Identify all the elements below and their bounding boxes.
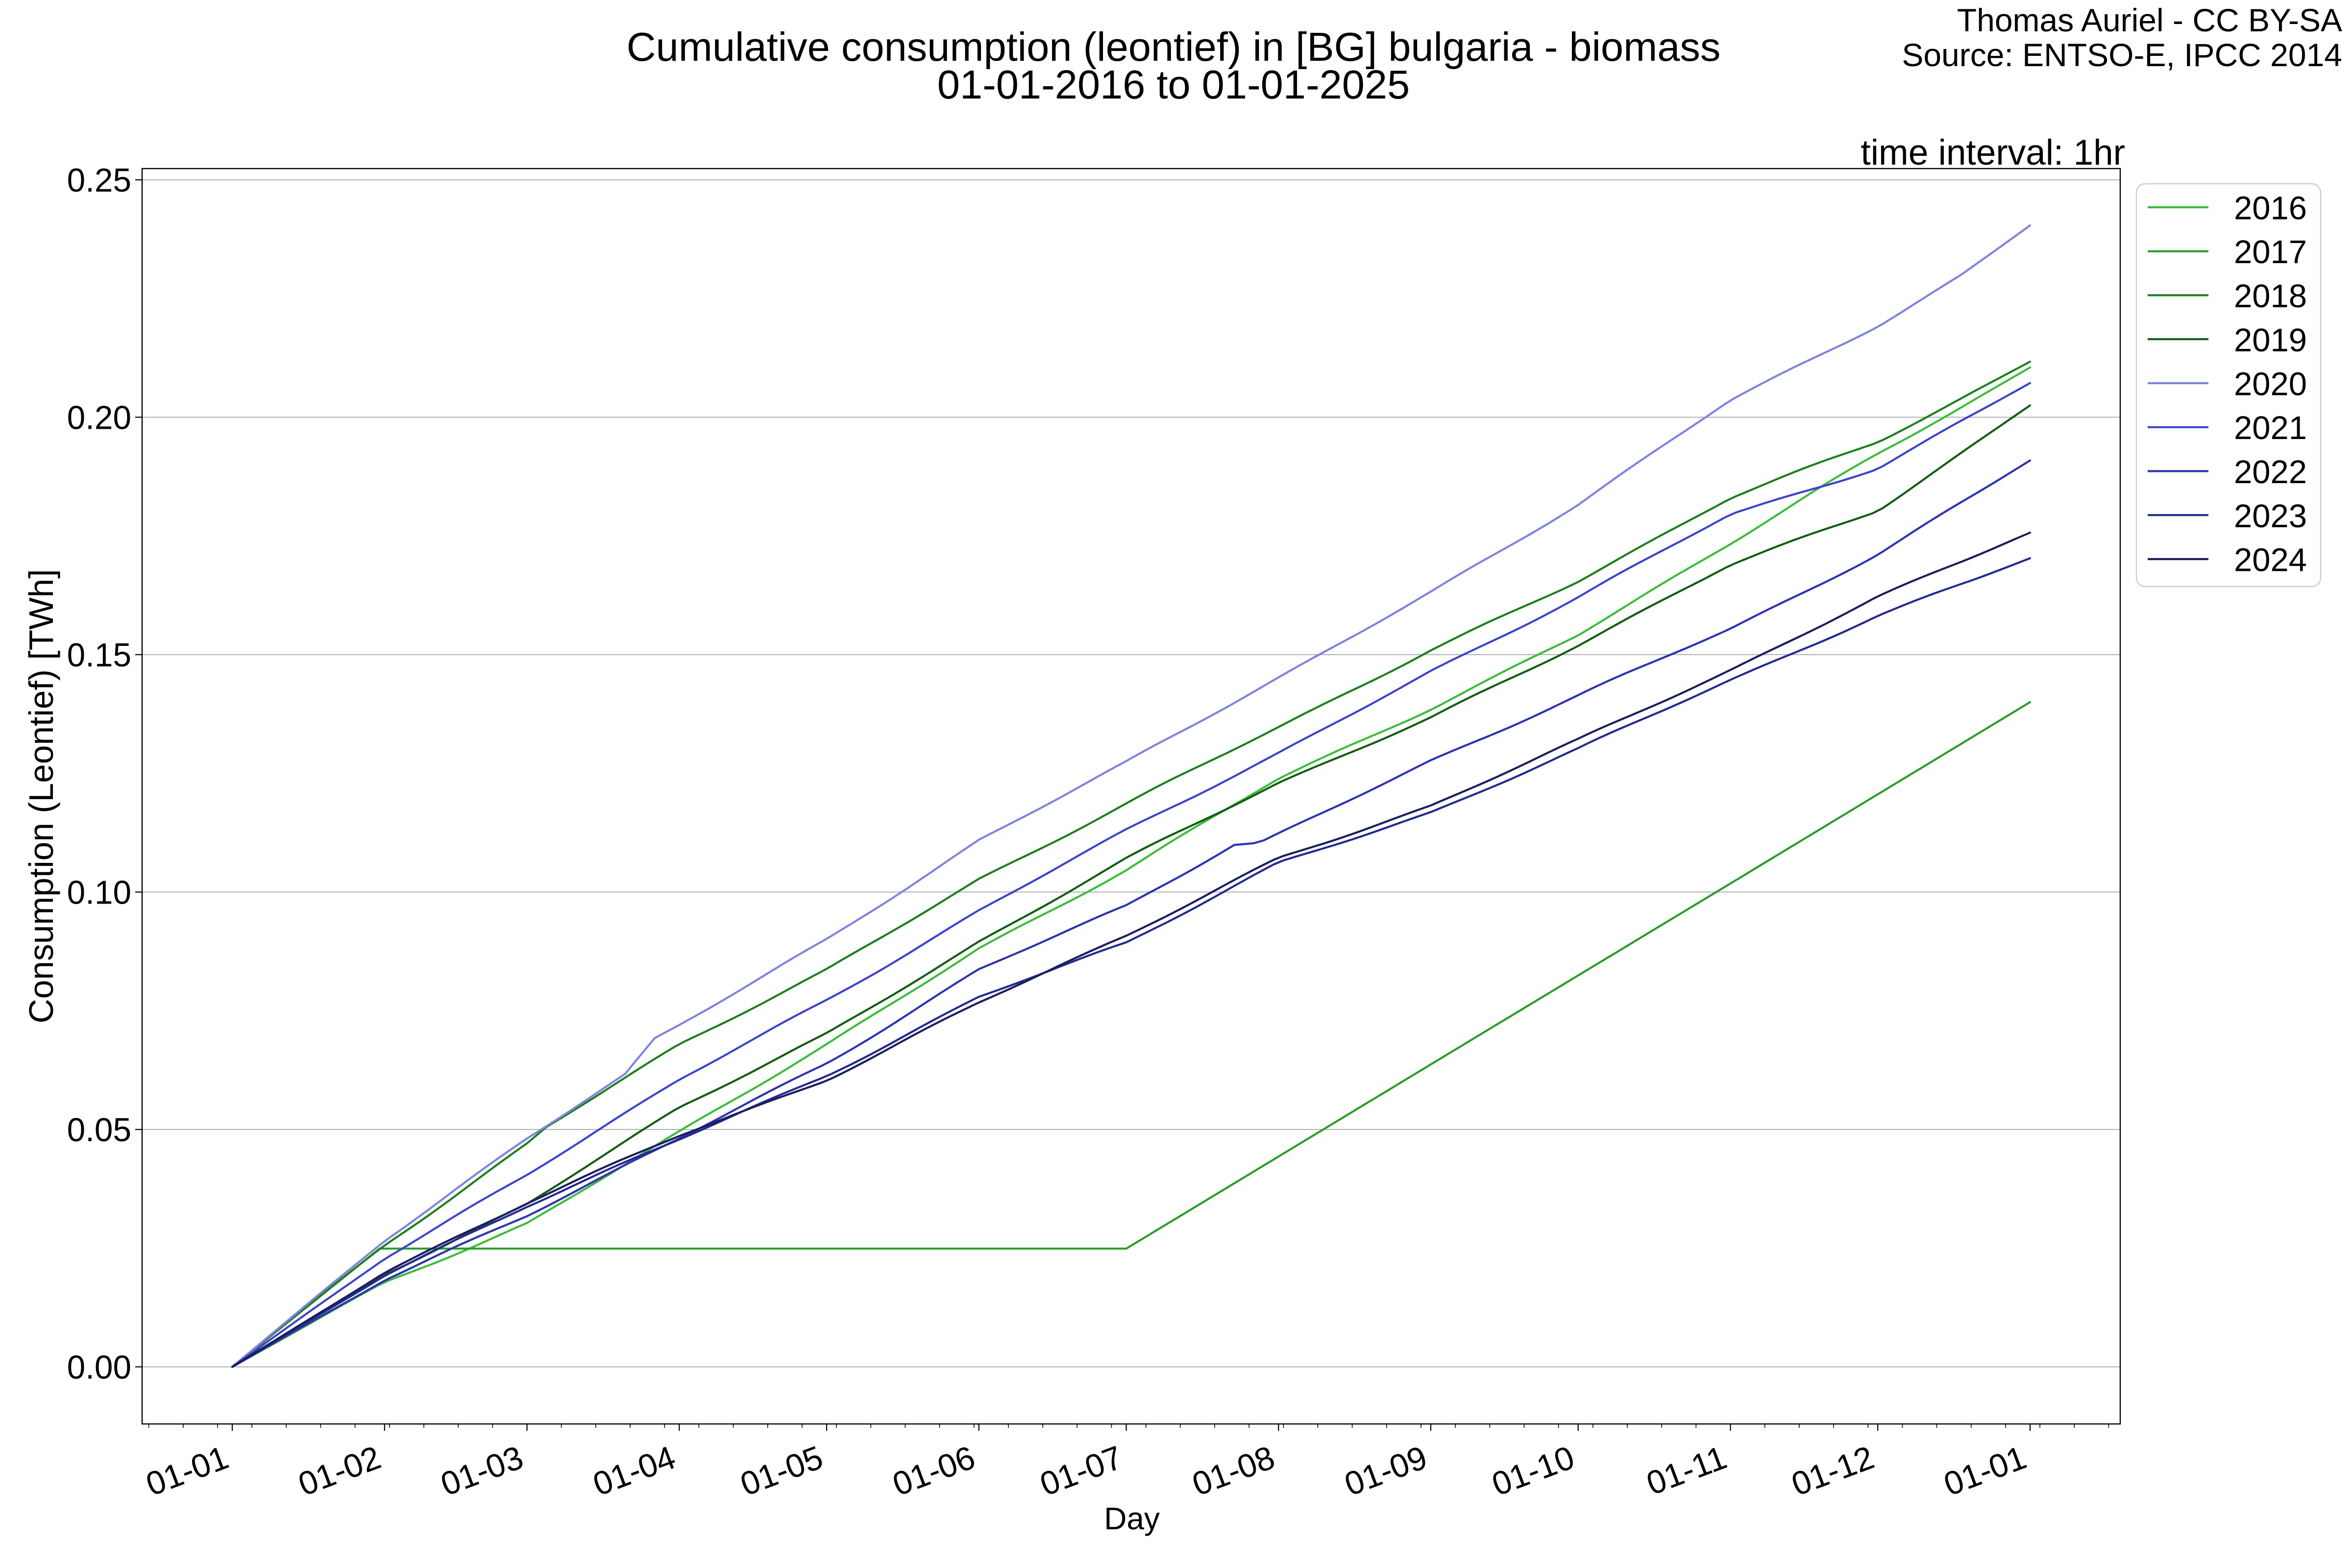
svg-text:2023: 2023 (2234, 498, 2307, 535)
svg-text:01-03: 01-03 (436, 1439, 528, 1503)
svg-text:2018: 2018 (2234, 278, 2307, 315)
svg-text:Thomas Auriel - CC BY-SA: Thomas Auriel - CC BY-SA (1957, 2, 2342, 38)
svg-text:01-04: 01-04 (588, 1439, 680, 1503)
svg-text:2020: 2020 (2234, 366, 2307, 403)
svg-text:01-06: 01-06 (888, 1439, 980, 1503)
svg-text:Consumption (Leontief) [TWh]: Consumption (Leontief) [TWh] (22, 569, 60, 1023)
svg-text:01-07: 01-07 (1035, 1439, 1127, 1503)
svg-text:time interval: 1hr: time interval: 1hr (1861, 133, 2125, 172)
svg-text:2019: 2019 (2234, 322, 2307, 359)
svg-text:01-01-2016 to 01-01-2025: 01-01-2016 to 01-01-2025 (937, 62, 1410, 107)
svg-text:01-12: 01-12 (1787, 1439, 1879, 1503)
svg-text:01-01: 01-01 (1939, 1439, 2031, 1503)
svg-text:0.05: 0.05 (67, 1112, 131, 1149)
svg-text:2021: 2021 (2234, 410, 2307, 446)
svg-text:Day: Day (1104, 1501, 1160, 1536)
svg-text:0.10: 0.10 (67, 875, 131, 911)
svg-text:0.15: 0.15 (67, 637, 131, 674)
svg-text:0.20: 0.20 (67, 400, 131, 437)
svg-text:01-09: 01-09 (1340, 1439, 1432, 1503)
svg-text:0.00: 0.00 (67, 1349, 131, 1386)
svg-text:0.25: 0.25 (67, 162, 131, 199)
svg-text:Source: ENTSO-E, IPCC 2014: Source: ENTSO-E, IPCC 2014 (1902, 37, 2342, 73)
svg-text:2024: 2024 (2234, 542, 2307, 579)
svg-text:01-11: 01-11 (1642, 1439, 1731, 1502)
svg-text:2022: 2022 (2234, 454, 2307, 490)
svg-text:2017: 2017 (2234, 234, 2307, 270)
svg-text:01-08: 01-08 (1187, 1439, 1279, 1503)
svg-text:2016: 2016 (2234, 190, 2307, 227)
svg-text:01-02: 01-02 (294, 1439, 386, 1503)
svg-text:Cumulative consumption (leonti: Cumulative consumption (leontief) in [BG… (627, 24, 1721, 70)
svg-text:01-01: 01-01 (141, 1439, 233, 1503)
svg-text:01-10: 01-10 (1487, 1439, 1579, 1503)
svg-text:01-05: 01-05 (735, 1439, 828, 1503)
